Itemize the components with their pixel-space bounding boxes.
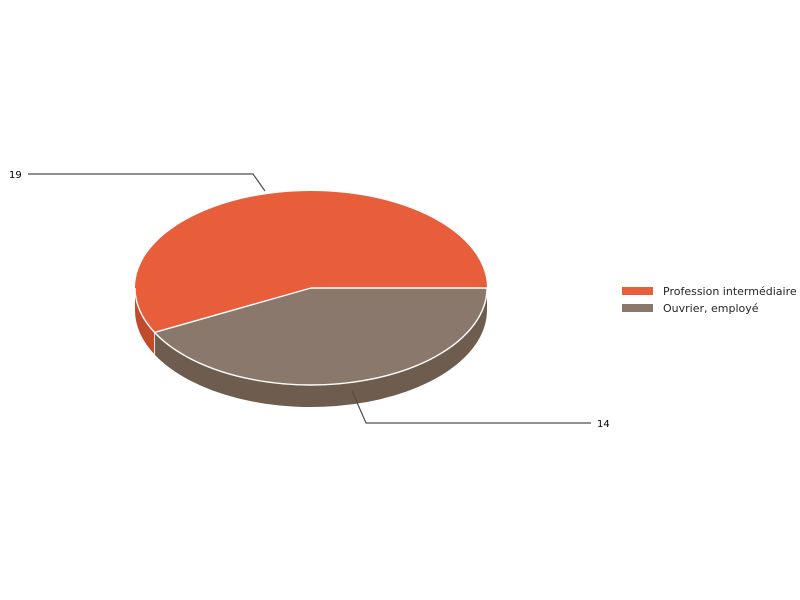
leader-line-profession-intermediaire (28, 173, 266, 192)
slice-profession-intermediaire-side (135, 288, 155, 355)
slice-ouvrier-employe-top (154, 288, 488, 386)
slice-divider-left (154, 287, 312, 334)
legend-label-profession-intermediaire: Profession intermédiaire (663, 285, 797, 298)
legend: Profession intermédiaire Ouvrier, employ… (622, 285, 797, 315)
legend-label-ouvrier-employe: Ouvrier, employé (663, 302, 759, 315)
legend-item-profession-intermediaire: Profession intermédiaire (622, 285, 797, 298)
value-label-profession-intermediaire: 19 (9, 170, 22, 181)
legend-item-ouvrier-employe: Ouvrier, employé (622, 302, 759, 315)
slice-profession-intermediaire-top (135, 191, 487, 333)
legend-swatch-profession-intermediaire (622, 287, 653, 295)
pie-rim-highlight (134, 287, 488, 386)
legend-swatch-ouvrier-employe (622, 304, 653, 312)
value-label-ouvrier-employe: 14 (597, 419, 610, 430)
slice-ouvrier-employe-side (154, 288, 488, 408)
leader-line-ouvrier-employe (351, 390, 591, 424)
